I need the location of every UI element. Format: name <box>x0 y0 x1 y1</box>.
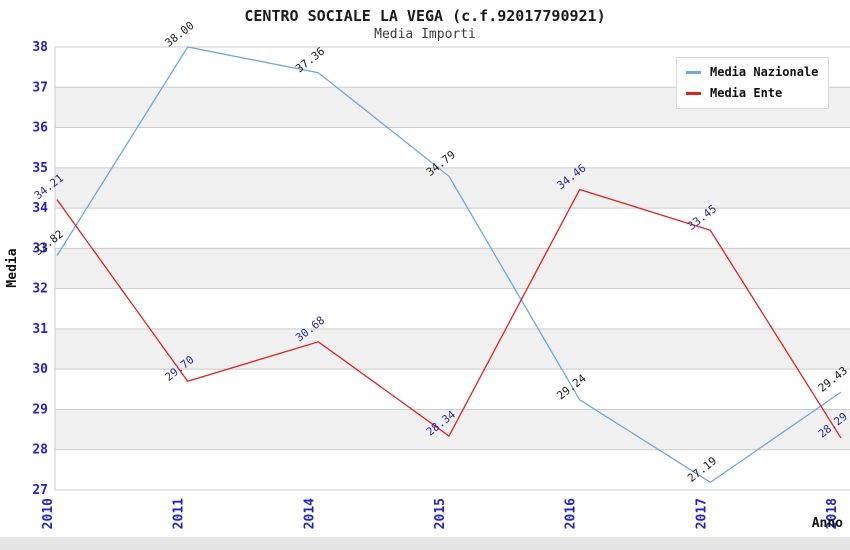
chart-title: CENTRO SOCIALE LA VEGA (c.f.92017790921) <box>244 7 606 25</box>
legend-item-media-nazionale: Media Nazionale <box>686 65 818 79</box>
x-tick-label: 2011 <box>172 498 187 529</box>
y-tick-label: 34 <box>32 201 48 216</box>
series-line-0 <box>56 46 842 484</box>
page-background-strip <box>0 537 850 550</box>
legend-box: Media Nazionale Media Ente <box>676 57 830 109</box>
y-tick-label: 38 <box>32 40 48 55</box>
x-tick-label: 2018 <box>825 498 840 529</box>
line-marker-icon <box>686 91 701 95</box>
plot-band <box>55 208 850 249</box>
y-tick-label: 28 <box>32 443 48 458</box>
y-tick-label: 36 <box>32 121 48 136</box>
line-marker-icon <box>686 70 701 74</box>
plot-band <box>55 369 850 410</box>
y-tick-label: 33 <box>32 241 48 256</box>
y-axis-title: Media <box>5 248 20 287</box>
data-label: 38.00 <box>162 19 196 50</box>
y-tick-label: 37 <box>32 80 48 95</box>
plot-band <box>55 288 850 329</box>
plot-band <box>55 328 850 370</box>
plot-band <box>55 449 850 490</box>
y-tick-label: 31 <box>32 322 48 337</box>
x-tick-label: 2016 <box>564 498 579 529</box>
plot-band <box>55 127 850 168</box>
legend-item-media-ente: Media Ente <box>686 86 818 100</box>
legend-label: Media Nazionale <box>710 65 819 79</box>
x-axis-title: Anno <box>812 516 843 531</box>
y-tick-label: 27 <box>32 483 48 498</box>
legend-label: Media Ente <box>710 86 783 100</box>
x-tick-label: 2014 <box>302 498 317 529</box>
chart-subtitle: Media Importi <box>374 27 476 42</box>
plot-band <box>55 248 850 289</box>
y-tick-label: 30 <box>32 362 48 377</box>
x-tick-label: 2010 <box>41 498 56 529</box>
x-tick-label: 2015 <box>433 498 448 529</box>
plot-band <box>55 167 850 209</box>
y-tick-label: 35 <box>32 161 48 176</box>
series-line-1 <box>56 188 842 439</box>
y-tick-label: 29 <box>32 402 48 417</box>
x-tick-label: 2017 <box>694 498 709 529</box>
y-tick-label: 32 <box>32 282 48 297</box>
